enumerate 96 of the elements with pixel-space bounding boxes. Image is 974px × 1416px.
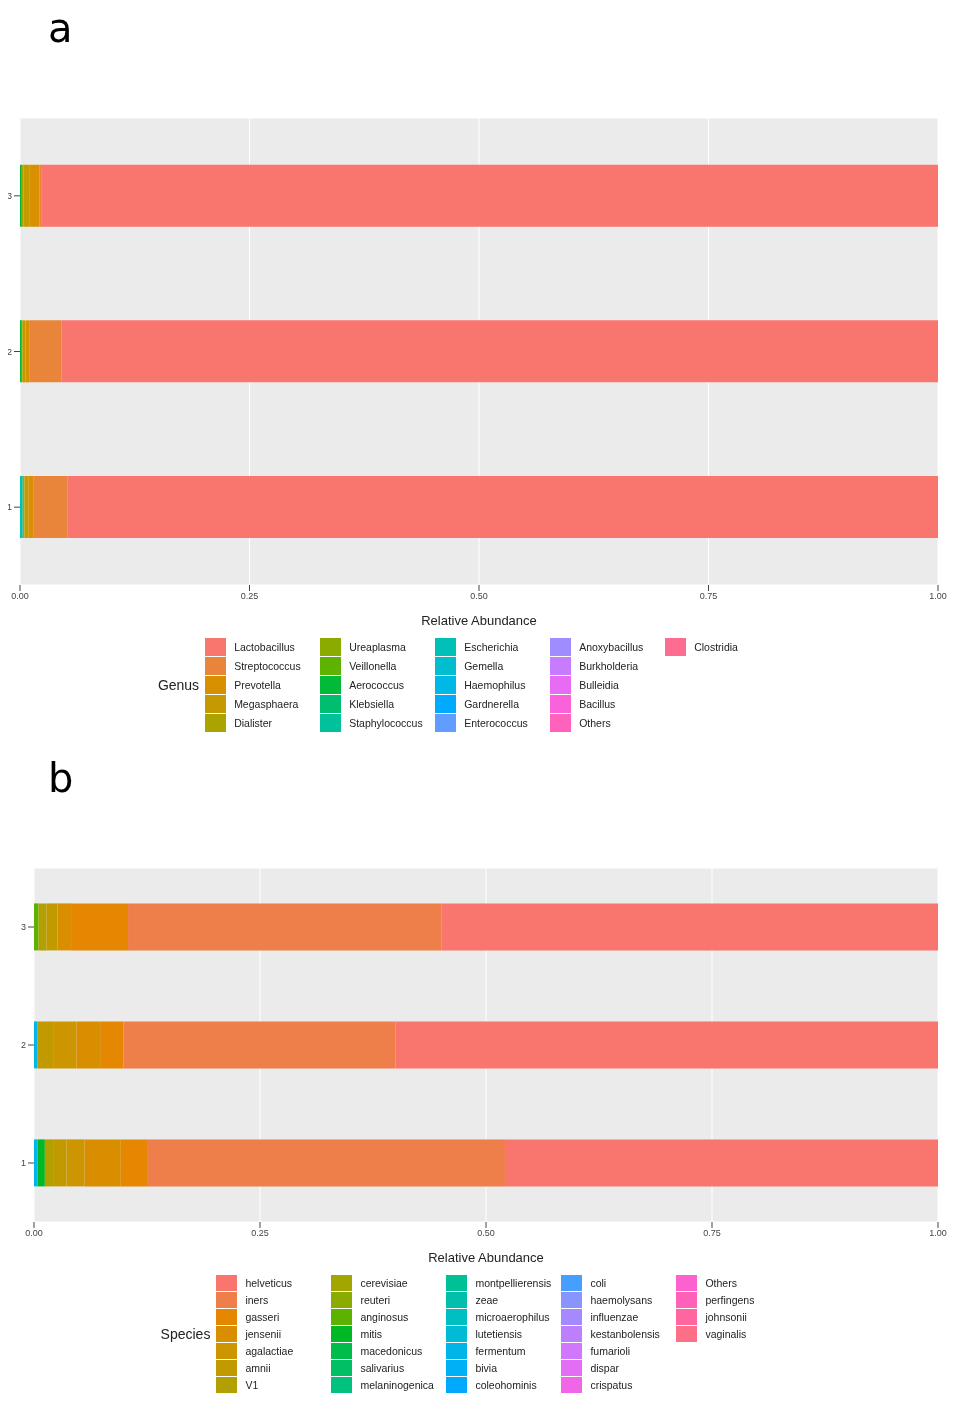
legend-label: influenzae [590, 1310, 640, 1323]
legend-label: bivia [475, 1361, 498, 1374]
legend-label: Klebsiella [349, 697, 396, 710]
legend-label: reuteri [360, 1293, 392, 1306]
bar [41, 164, 938, 227]
chart-title: a [47, 5, 74, 53]
legend-label: Burkholderia [579, 659, 640, 672]
bar [34, 1139, 38, 1187]
x-axis-title: Relative Abundance [421, 613, 537, 628]
legend-label: Escherichia [464, 640, 520, 653]
x-tick-label: 0.50 [470, 591, 488, 602]
legend-label: Veillonella [349, 659, 398, 672]
bar [61, 320, 938, 383]
legend-label: Gardnerella [464, 697, 520, 710]
bar [46, 903, 58, 951]
bar [441, 903, 938, 951]
bar [34, 903, 39, 951]
x-tick-label: 0.75 [699, 591, 718, 602]
legend-label: Megasphaera [234, 697, 300, 710]
bar [37, 1139, 45, 1187]
y-tick-label: 3 [20, 922, 26, 933]
legend-label: agalactiae [245, 1344, 295, 1357]
legend-label: anginosus [360, 1310, 410, 1323]
legend-label: montpellierensis [475, 1276, 553, 1289]
x-tick-label: 1.00 [929, 1228, 947, 1239]
y-tick-label: 3 [6, 191, 12, 202]
y-tick-label: 1 [20, 1158, 26, 1169]
legend-label: Bulleidia [579, 678, 620, 691]
x-tick-label: 0.00 [25, 1228, 43, 1239]
legend-label: mitis [360, 1327, 383, 1340]
bar [33, 476, 68, 539]
legend-label: Anoxybacillus [579, 640, 645, 653]
x-tick-label: 0.25 [251, 1228, 269, 1239]
legend-label: Prevotella [234, 678, 282, 691]
legend-label: salivarius [360, 1361, 406, 1374]
bar [147, 1139, 505, 1187]
legend-label: Enterococcus [464, 716, 529, 729]
legend-label: crispatus [590, 1378, 634, 1391]
legend-label: vaginalis [705, 1327, 748, 1340]
bar [123, 1021, 396, 1069]
chart-title: b [47, 754, 75, 803]
legend-label: fermentum [475, 1344, 527, 1357]
legend-label: Staphylococcus [349, 716, 424, 729]
legend-label: gasseri [245, 1310, 281, 1323]
x-tick-label: 1.00 [929, 591, 947, 602]
legend-label: V1 [245, 1378, 260, 1391]
bar [34, 1021, 38, 1069]
legend-label: amnii [245, 1361, 272, 1374]
legend-label: johnsonii [705, 1310, 748, 1323]
bar [395, 1021, 938, 1069]
legend-title: Genus [157, 676, 200, 693]
x-tick-label: 0.00 [11, 591, 29, 602]
legend-label: helveticus [245, 1276, 294, 1289]
bar [29, 164, 40, 227]
legend-label: Others [579, 716, 612, 729]
legend-label: coli [590, 1276, 608, 1289]
legend-label: Gemella [464, 659, 505, 672]
legend-label: fumarioli [590, 1344, 632, 1357]
legend-label: zeae [475, 1293, 500, 1306]
bar [128, 903, 442, 951]
legend-label: Others [705, 1276, 738, 1289]
y-tick-label: 2 [6, 346, 12, 357]
legend-label: macedonicus [360, 1344, 424, 1357]
legend-label: cerevisiae [360, 1276, 409, 1289]
y-tick-label: 1 [6, 502, 12, 513]
legend-label: Aerococcus [349, 678, 405, 691]
legend-label: Dialister [234, 716, 274, 729]
bar [38, 903, 47, 951]
legend-title: Species [160, 1325, 211, 1342]
legend-label: Bacillus [579, 697, 617, 710]
legend-label: Streptococcus [234, 659, 302, 672]
legend-label: Clostridia [694, 640, 739, 653]
y-tick-label: 2 [20, 1040, 26, 1051]
bar [67, 476, 938, 539]
legend-label: jensenii [245, 1327, 282, 1340]
bar [28, 476, 34, 539]
x-tick-label: 0.50 [477, 1228, 495, 1239]
bar [29, 320, 62, 383]
legend-label: Lactobacillus [234, 640, 296, 653]
legend-label: dispar [590, 1361, 620, 1374]
legend-label: microaerophilus [475, 1310, 551, 1323]
legend-label: iners [245, 1293, 270, 1306]
bar [23, 164, 30, 227]
legend-label: lutetiensis [475, 1327, 524, 1340]
legend-label: coleohominis [475, 1378, 538, 1391]
x-tick-label: 0.25 [240, 591, 259, 602]
legend-label: melaninogenica [360, 1378, 435, 1391]
bar [504, 1139, 938, 1187]
legend-label: kestanbolensis [590, 1327, 661, 1340]
x-tick-label: 0.75 [703, 1228, 721, 1239]
legend-label: perfingens [705, 1293, 756, 1306]
x-axis-title: Relative Abundance [428, 1250, 544, 1265]
bar [44, 1139, 54, 1187]
legend-label: Haemophilus [464, 678, 527, 691]
legend-label: Ureaplasma [349, 640, 407, 653]
legend-label: haemolysans [590, 1293, 654, 1306]
